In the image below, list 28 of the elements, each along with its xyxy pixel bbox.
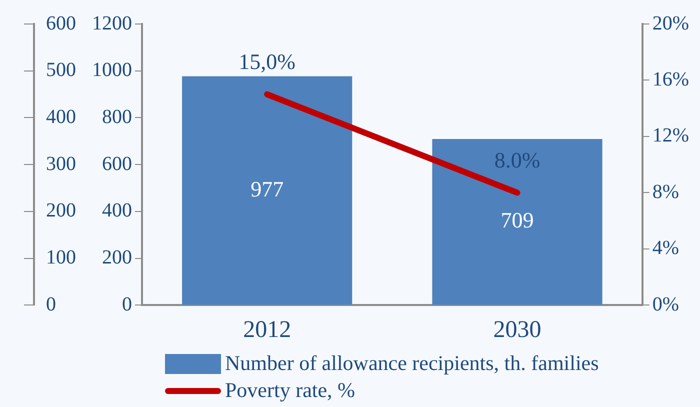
y2-tick-label: 20%: [652, 12, 690, 34]
data-label: 8.0%: [494, 148, 540, 172]
y3-tick-label: 100: [46, 246, 76, 269]
y2-tick-label: 4%: [652, 237, 680, 260]
y2-tick-label: 12%: [652, 124, 690, 147]
y-tick-label: 600: [102, 152, 132, 175]
data-label: 15,0%: [238, 49, 296, 74]
legend-label: Number of allowance recipients, th. families: [225, 350, 599, 377]
data-label: 977: [250, 176, 284, 202]
legend-label: Poverty rate, %: [225, 377, 356, 404]
y2-tick-label: 0%: [652, 293, 680, 316]
y2-tick-label: 16%: [652, 68, 690, 90]
y-tick-label: 400: [102, 200, 132, 222]
y3-tick-label: 300: [46, 152, 76, 175]
y2-tick-label: 8%: [652, 180, 680, 203]
data-label: 709: [500, 208, 534, 233]
y-tick-label: 800: [102, 106, 132, 128]
y-tick-label: 1000: [92, 59, 132, 82]
y3-tick-label: 500: [46, 59, 76, 82]
y3-tick-label: 0: [46, 293, 56, 316]
y3-tick-label: 400: [46, 106, 76, 128]
y-tick-label: 1200: [92, 12, 132, 34]
y3-tick-label: 600: [46, 12, 76, 34]
y3-tick-label: 200: [46, 200, 76, 222]
x-tick-label: 2012: [243, 316, 292, 343]
y-tick-label: 200: [102, 246, 132, 269]
x-tick-label: 2030: [493, 316, 542, 343]
y-tick-label: 0: [122, 293, 132, 316]
